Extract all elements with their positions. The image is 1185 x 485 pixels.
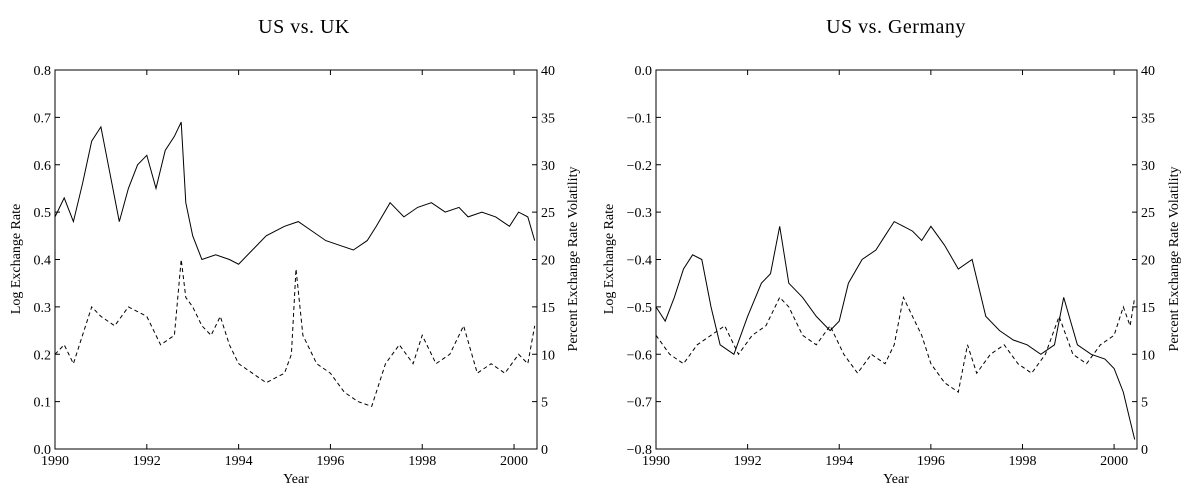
chart-germany-y2tick-label: 15 bbox=[1141, 301, 1155, 316]
chart-germany: US vs. Germany −0.8 −0.7 −0.6 −0.5 −0.4 −0.3 −… bbox=[602, 16, 1182, 485]
chart-uk-y2tick-label: 0 bbox=[541, 443, 548, 458]
chart-germany-plot-frame bbox=[655, 69, 1138, 450]
chart-germany-xtick-label: 1998 bbox=[1008, 454, 1036, 469]
chart-germany-ytick-label: −0.8 bbox=[627, 443, 652, 458]
chart-uk-xtick-label: 1994 bbox=[225, 454, 253, 469]
chart-uk-xtick-label: 1992 bbox=[133, 454, 161, 469]
chart-germany-ytick-label: −0.1 bbox=[627, 111, 652, 126]
chart-uk-ytick-label: 0.6 bbox=[34, 159, 52, 174]
chart-uk-y2tick-label: 40 bbox=[541, 64, 555, 79]
chart-germany-y2tick-label: 35 bbox=[1141, 111, 1155, 126]
chart-germany-xtick-label: 1994 bbox=[825, 454, 853, 469]
chart-germany-y2tick-label: 30 bbox=[1141, 159, 1155, 174]
chart-germany-y2tick-label: 40 bbox=[1141, 64, 1155, 79]
chart-uk-ytick-label: 0.2 bbox=[34, 348, 52, 363]
chart-germany-xtick-label: 1992 bbox=[734, 454, 762, 469]
chart-uk-log-exchange-rate-line bbox=[54, 121, 536, 265]
chart-germany-ytick-label: −0.5 bbox=[627, 301, 652, 316]
chart-germany-ytick-label: −0.4 bbox=[627, 254, 652, 269]
chart-germany-xtick-label: 1990 bbox=[642, 454, 670, 469]
chart-uk-ytick-label: 0.7 bbox=[34, 111, 52, 126]
chart-uk-ytick-label: 0.3 bbox=[34, 301, 52, 316]
chart-uk-y2tick-label: 15 bbox=[541, 301, 555, 316]
chart-germany-ytick-label: −0.2 bbox=[627, 159, 652, 174]
chart-germany-y2label: Percent Exchange Rate Volatility bbox=[1167, 167, 1182, 352]
chart-germany-ytick-label: −0.3 bbox=[627, 206, 652, 221]
chart-germany-xlabel: Year bbox=[883, 472, 909, 485]
chart-uk-ytick-label: 0.1 bbox=[34, 396, 52, 411]
chart-uk-ytick-label: 0.8 bbox=[34, 64, 52, 79]
chart-germany-y2tick-label: 0 bbox=[1141, 443, 1148, 458]
chart-uk: US vs. UK 0.0 0.1 0.2 0.3 0.4 0.5 0.6 0.7 0.8 0 5… bbox=[9, 16, 581, 485]
chart-uk-y2tick-label: 25 bbox=[541, 206, 555, 221]
chart-germany-ytick-label: −0.7 bbox=[627, 396, 652, 411]
chart-uk-xtick-label: 2000 bbox=[500, 454, 528, 469]
chart-germany-y2tick-label: 20 bbox=[1141, 254, 1155, 269]
chart-uk-y2tick-label: 10 bbox=[541, 348, 555, 363]
chart-uk-ytick-label: 0.4 bbox=[34, 254, 52, 269]
chart-uk-xtick-label: 1990 bbox=[41, 454, 69, 469]
chart-germany-xtick-label: 2000 bbox=[1100, 454, 1128, 469]
chart-uk-xtick-label: 1998 bbox=[408, 454, 436, 469]
chart-uk-plot-frame bbox=[54, 69, 538, 450]
chart-uk-title: US vs. UK bbox=[258, 16, 350, 38]
chart-germany-volatility-line bbox=[655, 295, 1136, 393]
chart-germany-ylabel: Log Exchange Rate bbox=[602, 204, 617, 314]
chart-uk-y2tick-label: 35 bbox=[541, 111, 555, 126]
chart-uk-ytick-label: 0.5 bbox=[34, 206, 52, 221]
chart-uk-ytick-label: 0.0 bbox=[34, 443, 52, 458]
chart-germany-y2tick-label: 5 bbox=[1141, 396, 1148, 411]
chart-germany-ytick-label: −0.6 bbox=[627, 348, 652, 363]
chart-germany-log-exchange-rate-line bbox=[655, 220, 1136, 440]
chart-germany-title: US vs. Germany bbox=[826, 16, 966, 38]
chart-germany-y2tick-label: 10 bbox=[1141, 348, 1155, 363]
chart-uk-y2tick-label: 30 bbox=[541, 159, 555, 174]
chart-germany-xtick-label: 1996 bbox=[917, 454, 945, 469]
chart-germany-ytick-label: 0.0 bbox=[635, 64, 653, 79]
chart-uk-xlabel: Year bbox=[283, 472, 309, 485]
chart-uk-y2tick-label: 20 bbox=[541, 254, 555, 269]
chart-uk-ylabel: Log Exchange Rate bbox=[9, 204, 24, 314]
chart-uk-volatility-line bbox=[54, 259, 536, 408]
chart-uk-xtick-label: 1996 bbox=[316, 454, 344, 469]
chart-germany-y2tick-label: 25 bbox=[1141, 206, 1155, 221]
chart-uk-y2label: Percent Exchange Rate Volatility bbox=[566, 167, 581, 352]
chart-uk-y2tick-label: 5 bbox=[541, 396, 548, 411]
